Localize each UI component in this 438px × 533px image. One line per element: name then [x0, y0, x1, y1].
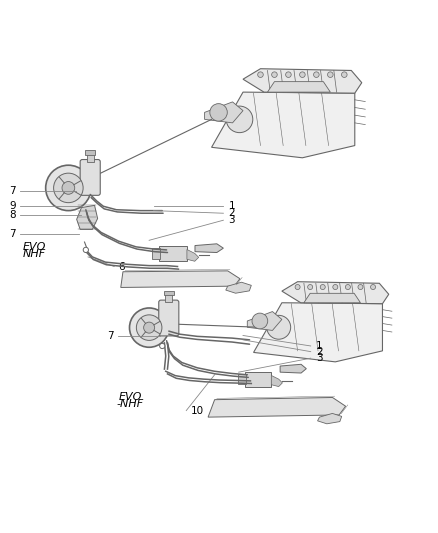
- Polygon shape: [280, 364, 306, 373]
- Circle shape: [272, 72, 277, 77]
- Polygon shape: [318, 414, 342, 424]
- Circle shape: [307, 285, 313, 289]
- Text: 3: 3: [316, 353, 322, 363]
- Text: NHF: NHF: [22, 249, 46, 259]
- Circle shape: [346, 285, 350, 289]
- Polygon shape: [254, 303, 382, 362]
- Circle shape: [136, 315, 162, 341]
- Text: EVO: EVO: [22, 242, 46, 252]
- Text: 10: 10: [191, 406, 204, 416]
- Text: 7: 7: [9, 187, 16, 196]
- Bar: [85, 150, 95, 155]
- Circle shape: [226, 106, 253, 133]
- Polygon shape: [121, 271, 240, 287]
- Bar: [238, 374, 246, 384]
- Circle shape: [314, 72, 319, 77]
- Bar: [152, 248, 160, 259]
- Circle shape: [358, 285, 363, 289]
- Text: 8: 8: [9, 210, 16, 220]
- Bar: [245, 372, 271, 386]
- Polygon shape: [268, 82, 330, 92]
- Text: 7: 7: [9, 229, 16, 239]
- Circle shape: [130, 308, 169, 348]
- Circle shape: [46, 165, 91, 211]
- Text: EVO: EVO: [119, 392, 142, 402]
- Polygon shape: [271, 375, 283, 386]
- Polygon shape: [282, 282, 389, 304]
- Text: 7: 7: [107, 332, 113, 341]
- Circle shape: [83, 247, 88, 253]
- Text: 3: 3: [229, 215, 235, 225]
- Circle shape: [300, 72, 305, 77]
- Circle shape: [144, 322, 155, 333]
- FancyBboxPatch shape: [80, 159, 100, 195]
- Circle shape: [333, 285, 338, 289]
- Circle shape: [371, 285, 375, 289]
- Bar: [163, 291, 174, 295]
- Circle shape: [258, 72, 263, 77]
- Polygon shape: [243, 69, 362, 93]
- Circle shape: [62, 182, 75, 194]
- Text: 9: 9: [9, 201, 16, 211]
- Circle shape: [159, 343, 165, 349]
- FancyBboxPatch shape: [159, 300, 179, 336]
- Text: 1: 1: [316, 341, 322, 351]
- Text: -NHF: -NHF: [117, 399, 144, 409]
- Text: 2: 2: [316, 346, 322, 357]
- Circle shape: [210, 103, 227, 121]
- Circle shape: [320, 285, 325, 289]
- Circle shape: [295, 285, 300, 289]
- Text: 2: 2: [229, 208, 235, 218]
- Polygon shape: [247, 312, 282, 330]
- Bar: [159, 246, 187, 261]
- Circle shape: [53, 173, 83, 203]
- Polygon shape: [195, 244, 223, 253]
- Bar: [87, 154, 94, 161]
- Bar: [165, 294, 172, 302]
- Polygon shape: [208, 398, 346, 417]
- Polygon shape: [304, 293, 360, 303]
- Polygon shape: [226, 282, 251, 293]
- Circle shape: [252, 313, 268, 329]
- Circle shape: [267, 316, 291, 339]
- Polygon shape: [77, 205, 98, 229]
- Circle shape: [342, 72, 347, 77]
- Polygon shape: [212, 92, 355, 158]
- Polygon shape: [205, 102, 243, 123]
- Circle shape: [328, 72, 333, 77]
- Text: 6: 6: [119, 262, 125, 271]
- Text: 1: 1: [229, 201, 235, 211]
- Circle shape: [286, 72, 291, 77]
- Polygon shape: [187, 249, 199, 261]
